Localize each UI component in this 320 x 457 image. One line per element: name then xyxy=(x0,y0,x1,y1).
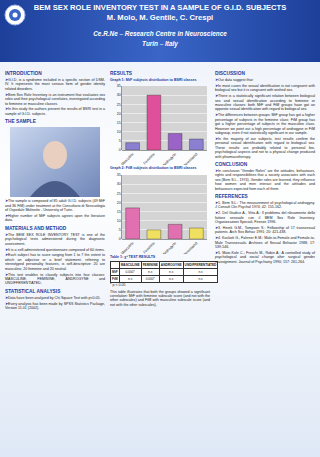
html-text:In conclusion "Gender Roles" a: In conclusion "Gender Roles" are the att… xyxy=(215,168,315,191)
svg-text:10: 10 xyxy=(117,219,121,223)
html-text:REFERENCES: REFERENCES xyxy=(215,193,248,199)
html-text:BEM SEX ROLE INVENTORY TEST IN: BEM SEX ROLE INVENTORY TEST IN A SAMPLE … xyxy=(33,3,287,12)
html-text:n.s: n.s xyxy=(148,270,153,275)
html-text:There is a statistically signi: There is a statistically significant rel… xyxy=(215,94,315,112)
html-text:FEMININE: FEMININE xyxy=(142,263,158,268)
svg-text:35: 35 xyxy=(117,85,121,89)
html-text:In most cases the sexual ident: In most cases the sexual identification … xyxy=(215,83,315,93)
svg-text:Undifferentiated: Undifferentiated xyxy=(178,153,199,166)
svg-text:15: 15 xyxy=(117,121,121,125)
html-text:n.s: n.s xyxy=(198,270,203,275)
html-text:This test enables to classify: This test enables to classify subjects i… xyxy=(5,272,105,286)
html-text:Every analysis has been made b: Every analysis has been made by SPSS Sta… xyxy=(5,301,105,311)
svg-text:Undifferentiated: Undifferentiated xyxy=(178,241,199,254)
html-text:5. Mate-Kole C., Freschi M., R: 5. Mate-Kole C., Freschi M., Robin A.: A… xyxy=(215,251,315,264)
html-text:MtF: MtF xyxy=(112,270,118,275)
svg-text:0: 0 xyxy=(119,237,121,241)
html-text:Data have been analyzed by Chi: Data have been analyzed by Chi Square Te… xyxy=(8,295,101,300)
svg-text:Masculine: Masculine xyxy=(120,153,134,166)
svg-text:10: 10 xyxy=(117,130,121,134)
html-text:Ce.R.Ne – Research Centre in N: Ce.R.Ne – Research Centre in Neuroscienc… xyxy=(93,30,227,37)
html-text:Our data suggest that:: Our data suggest that: xyxy=(218,78,254,82)
html-text:It is a self-administered ques: It is a self-administered questionnaire … xyxy=(8,247,105,252)
html-text:ANDROGYNE: ANDROGYNE xyxy=(160,263,182,268)
html-text:M. Molo, M. Gentile, C. Crespi: M. Molo, M. Gentile, C. Crespi xyxy=(106,13,214,22)
svg-text:0: 0 xyxy=(119,149,121,153)
svg-text:25: 25 xyxy=(117,103,121,107)
svg-text:30: 30 xyxy=(117,182,121,186)
html-text:0.000*: 0.000* xyxy=(125,270,135,275)
svg-text:Feminine: Feminine xyxy=(143,153,156,166)
html-text:4. Kockott G., Fahrner E.M.: M: 4. Kockott G., Fahrner E.M.: Male-to-Fem… xyxy=(215,236,315,250)
svg-text:Masculine: Masculine xyxy=(120,241,134,254)
html-text:The BEM SEX ROLE INVENTORY TES: The BEM SEX ROLE INVENTORY TEST is one o… xyxy=(5,232,105,246)
html-text:In the majority of our subject: In the majority of our subjects, test re… xyxy=(215,136,315,159)
svg-text:30: 30 xyxy=(117,94,121,98)
html-text:Higher number of MtF subjects: Higher number of MtF subjects agrees upo… xyxy=(5,214,105,223)
svg-text:20: 20 xyxy=(117,201,121,205)
html-text:G.I.D. is a syndrome included: G.I.D. is a syndrome included in a speci… xyxy=(5,78,105,91)
html-text:Turin – Italy: Turin – Italy xyxy=(142,40,178,47)
html-text:Graph 2: FtM subjects distribu: Graph 2: FtM subjects distribution to BS… xyxy=(110,166,197,171)
html-text:Graph 1: MtF subjects distribu: Graph 1: MtF subjects distribution to BS… xyxy=(110,78,197,82)
html-text:0.000*: 0.000* xyxy=(145,277,155,282)
html-text:2. Del Giudice A., Vitta A.: I: 2. Del Giudice A., Vitta A.: Il problema… xyxy=(215,211,315,225)
html-text:Table 1: χ² TEST RESULTS: Table 1: χ² TEST RESULTS xyxy=(110,254,156,259)
html-text:n.s: n.s xyxy=(128,277,133,282)
svg-text:Androgyne: Androgyne xyxy=(162,241,177,254)
html-text:The sample is composed of 85 a: The sample is composed of 85 adult G.I.D… xyxy=(5,199,105,213)
html-text:RESULTS: RESULTS xyxy=(110,71,132,76)
html-text:Each subject has to score rang: Each subject has to score ranging from 1… xyxy=(5,253,105,271)
html-text:STATISTICAL ANALYSIS: STATISTICAL ANALYSIS xyxy=(5,288,61,294)
html-text:MASCULINE: MASCULINE xyxy=(120,263,140,268)
html-text:3. Herek G.M., Tompson S.: Fel: 3. Herek G.M., Tompson S.: Fellowship of… xyxy=(215,226,315,235)
svg-text:15: 15 xyxy=(117,210,121,214)
html-text:n.s: n.s xyxy=(198,277,203,282)
html-text:* p < 0.05: * p < 0.05 xyxy=(110,283,126,288)
svg-text:Androgyne: Androgyne xyxy=(162,153,177,166)
html-text:In this study the authors pres: In this study the authors present the re… xyxy=(5,107,105,116)
html-text:UNDIFFERENTIATED: UNDIFFERENTIATED xyxy=(184,263,217,268)
html-text:INTRODUCTION: INTRODUCTION xyxy=(5,71,42,76)
html-text:THE SAMPLE: THE SAMPLE xyxy=(5,119,36,125)
svg-text:25: 25 xyxy=(117,191,121,195)
svg-text:35: 35 xyxy=(117,173,121,177)
html-text:FtM: FtM xyxy=(112,277,118,282)
svg-text:5: 5 xyxy=(119,140,121,144)
html-text:1. Bem S.L.: The measurement o: 1. Bem S.L.: The measurement of psycholo… xyxy=(215,200,315,210)
html-text:n.s: n.s xyxy=(169,277,174,282)
html-text:n.s: n.s xyxy=(169,270,174,275)
html-text:This table illustrates that bo: This table illustrates that both the gro… xyxy=(110,289,210,307)
svg-text:5: 5 xyxy=(119,228,121,232)
svg-text:20: 20 xyxy=(117,112,121,116)
html-text:The differences between groups: The differences between groups: MtF grou… xyxy=(215,113,315,135)
html-text:Bem Sex Role Inventory is an i: Bem Sex Role Inventory is an instrument … xyxy=(5,92,105,106)
html-text:DISCUSSION: DISCUSSION xyxy=(215,71,245,76)
html-text:CONCLUSION: CONCLUSION xyxy=(215,161,248,167)
svg-text:Feminine: Feminine xyxy=(143,241,156,254)
html-text:MATERIALS AND METHOD: MATERIALS AND METHOD xyxy=(5,225,67,231)
